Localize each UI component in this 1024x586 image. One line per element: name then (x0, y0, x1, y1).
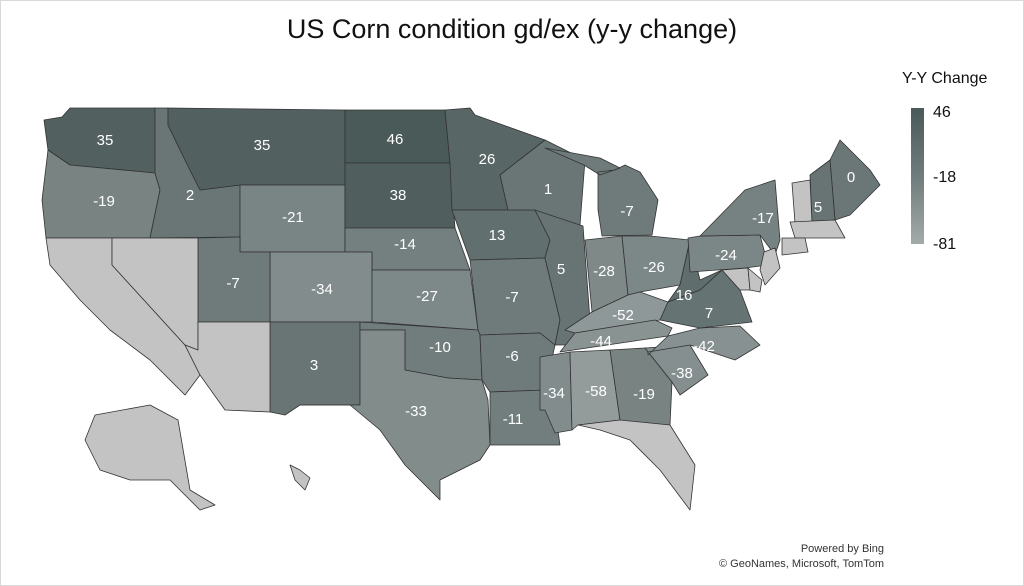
state-value-al: -58 (585, 383, 607, 400)
powered-by-text: Powered by Bing (800, 543, 884, 555)
state-value-nm: 3 (310, 357, 318, 374)
state-value-pa: -24 (715, 247, 737, 264)
state-tx (299, 329, 491, 501)
state-value-sc: -38 (671, 365, 693, 382)
state-value-va: 7 (705, 305, 713, 322)
state-value-ut: -7 (226, 275, 239, 292)
state-value-mo: -7 (505, 289, 518, 306)
state-az (184, 321, 271, 413)
state-ma (789, 219, 846, 239)
state-value-mn: 26 (479, 151, 496, 168)
legend-mid-label: -18 (933, 169, 957, 186)
map-title: US Corn condition gd/ex (y-y change) (286, 14, 738, 44)
state-mi (544, 147, 659, 237)
state-value-nd: 46 (387, 131, 404, 148)
state-tn (559, 319, 673, 353)
state-value-wv: 16 (676, 287, 693, 304)
attribution-text: © GeoNames, Microsoft, TomTom (719, 558, 884, 570)
state-value-ky: -52 (612, 307, 634, 324)
state-value-mt: 35 (254, 137, 271, 154)
state-value-la: -11 (503, 411, 524, 428)
state-value-id: 2 (186, 187, 194, 204)
state-value-nc: -42 (693, 338, 715, 355)
state-value-tn: -44 (590, 333, 612, 350)
state-value-ms: -34 (543, 385, 565, 402)
state-value-ny: -17 (752, 210, 774, 227)
state-ny (699, 179, 781, 256)
state-nc (647, 325, 761, 361)
state-value-or: -19 (93, 193, 115, 210)
state-value-oh: -26 (643, 259, 665, 276)
state-value-tx: -33 (405, 403, 427, 420)
legend-title: Y-Y Change (902, 70, 988, 87)
state-value-sd: 38 (390, 187, 407, 204)
state-value-co: -34 (311, 281, 333, 298)
state-value-wi: 1 (544, 181, 552, 198)
state-value-mi: -7 (620, 203, 633, 220)
state-hi (289, 464, 311, 491)
legend-max-label: 46 (933, 104, 951, 121)
state-value-ks: -27 (416, 288, 438, 305)
state-value-ne: -14 (394, 236, 416, 253)
state-value-wa: 35 (97, 132, 114, 149)
state-value-ar: -6 (505, 348, 518, 365)
state-value-nh: 5 (814, 199, 822, 216)
state-ak (84, 404, 216, 511)
state-value-il: 5 (557, 261, 565, 278)
state-ct (781, 237, 809, 256)
state-de (747, 267, 763, 293)
state-value-ia: 13 (489, 227, 506, 244)
state-value-ok: -10 (429, 339, 451, 356)
legend-min-label: -81 (933, 236, 957, 253)
state-nj (759, 247, 781, 286)
state-vt (791, 179, 813, 224)
state-value-ga: -19 (633, 386, 655, 403)
legend-color-scale (911, 108, 924, 244)
state-value-wy: -21 (282, 209, 304, 226)
state-value-in: -28 (593, 263, 615, 280)
map-credit: Powered by Bing © GeoNames, Microsoft, T… (719, 542, 884, 572)
state-fl (577, 419, 696, 511)
state-value-me: 0 (847, 169, 855, 186)
